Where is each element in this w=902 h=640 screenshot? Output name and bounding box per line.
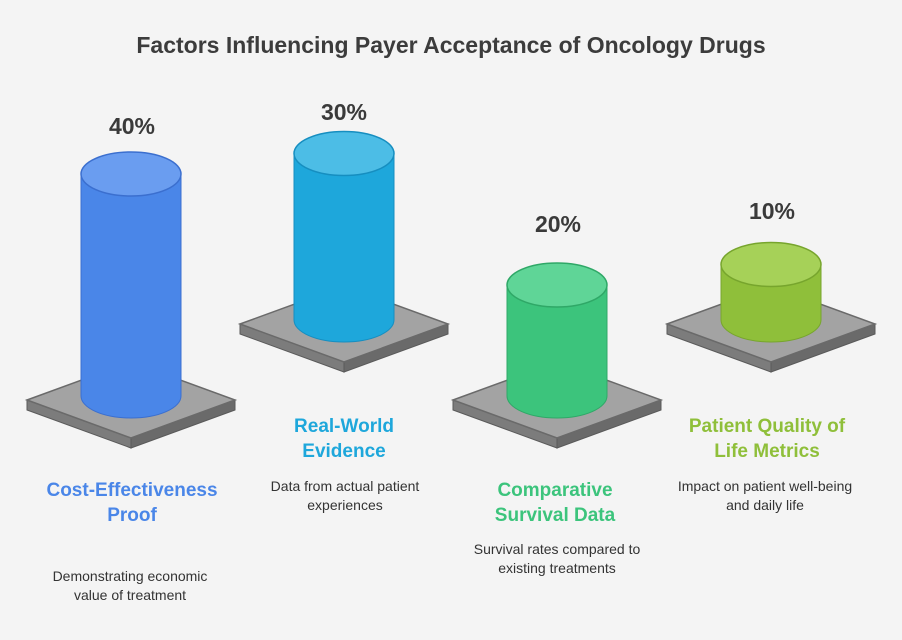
category-description: Impact on patient well-being and daily l… [677,478,853,513]
bar-group [450,262,664,449]
bar-top-cap [720,241,822,288]
bar-top-cap [293,130,395,177]
chart-title: Factors Influencing Payer Acceptance of … [136,32,766,58]
category-label: Comparative Survival Data [494,480,616,526]
category-description: Survival rates compared to existing trea… [473,541,641,576]
category-description: Demonstrating economic value of treatmen… [52,568,208,603]
value-label: 40% [108,113,156,139]
value-label: 30% [320,99,368,125]
bar [80,173,182,419]
category-label: Real-World Evidence [294,416,394,462]
bar-group [24,151,238,449]
category-description: Data from actual patient experiences [270,478,420,513]
bar-top-cap [506,262,608,308]
bar-group [237,130,451,373]
bar [293,153,395,343]
value-label: 10% [748,198,796,224]
bar-group [664,241,878,373]
bar-top-cap [80,151,182,197]
category-label: Cost-Effectiveness Proof [46,480,218,526]
value-label: 20% [534,211,582,237]
category-label: Patient Quality of Life Metrics [688,416,846,462]
bar [506,284,608,419]
